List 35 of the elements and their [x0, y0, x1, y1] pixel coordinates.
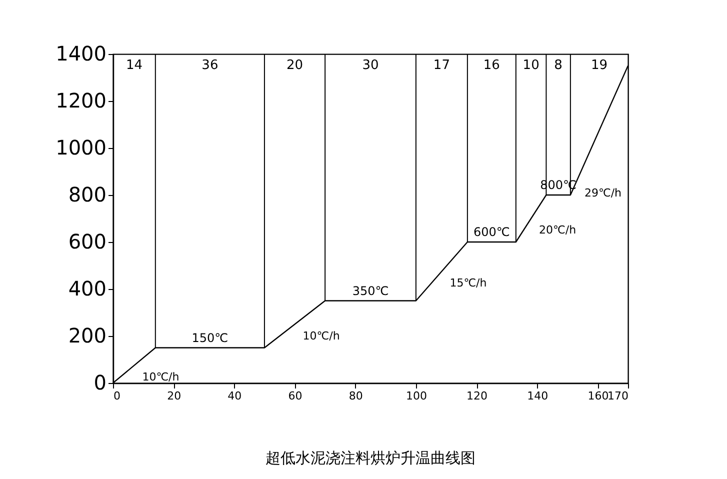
- annotation: 20℃/h: [539, 224, 576, 236]
- x-tick-label: 160: [588, 390, 609, 402]
- text: 超低水泥浇注料烘炉升温曲线图: [266, 449, 476, 467]
- annotation: 14: [126, 58, 142, 73]
- annotation: 17: [433, 58, 450, 73]
- y-tick-label: 1000: [56, 136, 106, 160]
- annotation: 36: [202, 58, 218, 73]
- annotation: 10℃/h: [302, 329, 340, 342]
- annotation: 600℃: [473, 225, 510, 239]
- x-tick-label: 140: [527, 390, 548, 402]
- annotation: 10℃/h: [142, 370, 180, 384]
- annotation: 8: [554, 58, 562, 73]
- x-tick-label: 40: [228, 390, 242, 402]
- y-tick-label: 800: [68, 182, 106, 206]
- x-tick-label: 170: [608, 390, 628, 402]
- annotation: 19: [590, 58, 608, 73]
- y-tick-label: 200: [68, 324, 106, 348]
- x-tick-label: 0: [114, 390, 120, 402]
- x-tick-label: 120: [466, 390, 488, 402]
- annotation: 350℃: [352, 284, 389, 298]
- x-tick-label: 60: [288, 390, 302, 402]
- x-tick-label: 100: [406, 390, 427, 402]
- y-tick-label: 1400: [56, 42, 106, 66]
- annotation: 30: [362, 58, 379, 73]
- annotation: 16: [483, 58, 500, 73]
- annotation: 29℃/h: [584, 186, 622, 200]
- x-tick-label: 20: [167, 390, 182, 402]
- y-tick-label: 600: [68, 230, 106, 254]
- y-tick-label: 1200: [56, 88, 106, 112]
- y-tick-label: 400: [68, 276, 106, 300]
- annotation: 15℃/h: [450, 276, 487, 290]
- annotation: 150℃: [192, 330, 228, 345]
- x-tick-label: 80: [348, 390, 363, 402]
- annotation: 20: [286, 58, 304, 73]
- annotation: 10: [522, 58, 540, 73]
